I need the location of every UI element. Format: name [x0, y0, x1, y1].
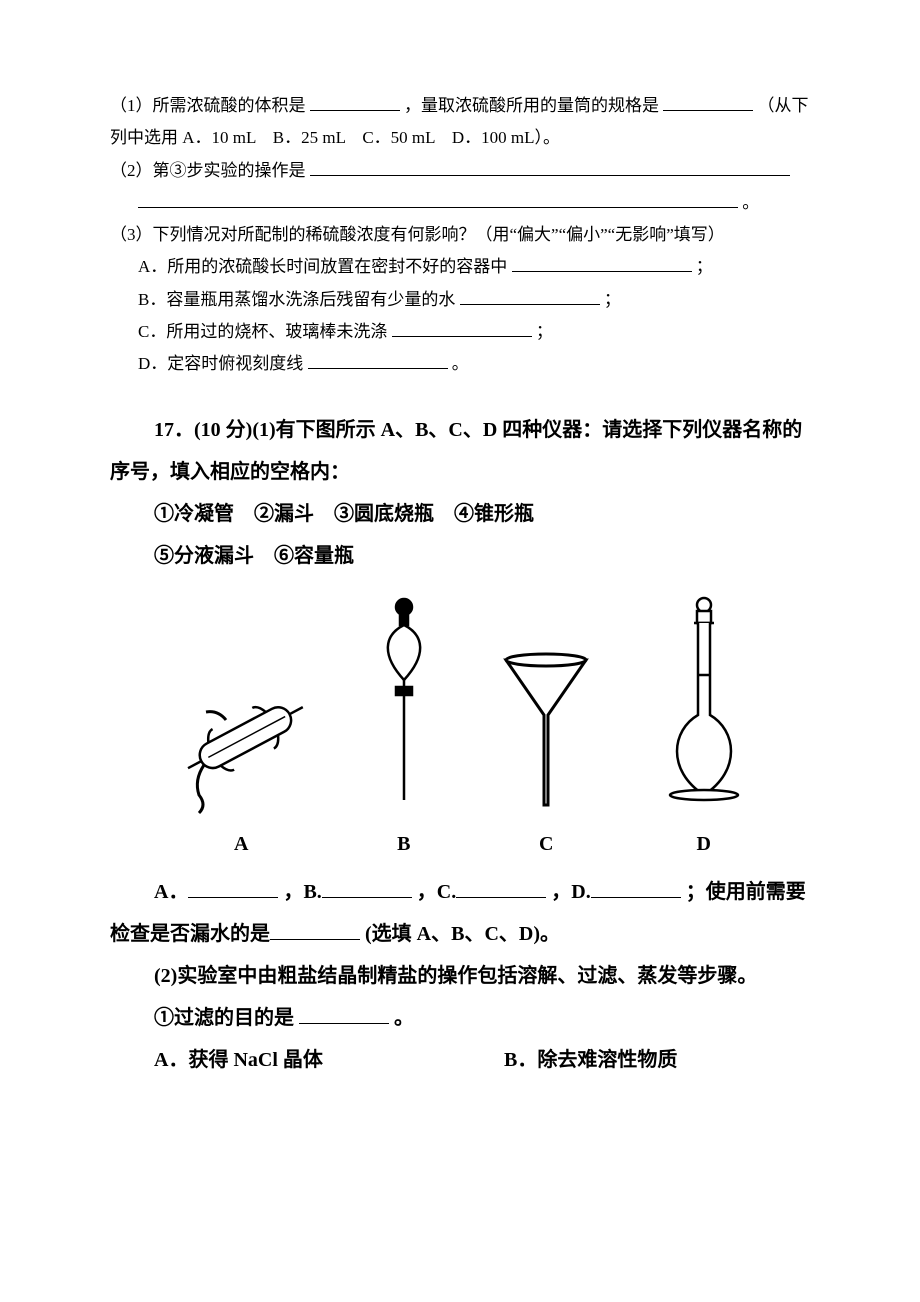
blank	[460, 285, 600, 305]
q16-p1a: （1）所需浓硫酸的体积是	[110, 96, 306, 115]
q16-opt-d: D．定容时俯视刻度线 。	[110, 348, 810, 380]
text: (选填 A、B、C、D)。	[365, 923, 560, 945]
blank	[322, 875, 412, 898]
text: ，B.	[283, 881, 321, 903]
apparatus-b: B	[369, 595, 439, 865]
choice-a: A．获得 NaCl 晶体	[110, 1039, 460, 1081]
apparatus-c: C	[491, 645, 601, 865]
choice-b: B．除去难溶性物质	[460, 1039, 810, 1081]
q16-opt-b: B．容量瓶用蒸馏水洗涤后残留有少量的水 ；	[110, 284, 810, 316]
q17-names1: ①冷凝管 ②漏斗 ③圆底烧瓶 ④锥形瓶	[110, 493, 810, 535]
label-d: D	[697, 823, 711, 865]
blank	[310, 156, 790, 176]
text: B．容量瓶用蒸馏水洗涤后残留有少量的水	[138, 290, 455, 309]
blank	[188, 875, 278, 898]
text: A．所用的浓硫酸长时间放置在密封不好的容器中	[138, 257, 507, 276]
text: ，D.	[551, 881, 590, 903]
q17: 17．(10 分)(1)有下图所示 A、B、C、D 四种仪器：请选择下列仪器名称…	[110, 409, 810, 1081]
text: ①过滤的目的是	[154, 1007, 294, 1029]
q16-opt-a: A．所用的浓硫酸长时间放置在密封不好的容器中 ；	[110, 251, 810, 283]
apparatus-row: A B C	[140, 595, 780, 865]
text: A．	[154, 881, 188, 903]
text: ；	[696, 257, 713, 276]
apparatus-a: A	[166, 665, 316, 865]
text: ；	[536, 322, 553, 341]
q17-part2: (2)实验室中由粗盐结晶制精盐的操作包括溶解、过滤、蒸发等步骤。	[110, 955, 810, 997]
text: C．所用过的烧杯、玻璃棒未洗涤	[138, 322, 387, 341]
funnel-icon	[491, 645, 601, 815]
q17-choices: A．获得 NaCl 晶体 B．除去难溶性物质	[110, 1039, 810, 1081]
blank	[512, 253, 692, 273]
blank	[392, 317, 532, 337]
q16-p1b: ，量取浓硫酸所用的量筒的规格是	[404, 96, 663, 115]
blank	[456, 875, 546, 898]
text: 。	[394, 1007, 414, 1029]
blank	[138, 188, 738, 208]
q16-part3: （3）下列情况对所配制的稀硫酸浓度有何影响？（用“偏大”“偏小”“无影响”填写）	[110, 219, 810, 251]
label-b: B	[397, 823, 410, 865]
q16-part2: （2）第③步实验的操作是	[110, 155, 810, 187]
blank	[310, 91, 400, 111]
q17-names2: ⑤分液漏斗 ⑥容量瓶	[110, 535, 810, 577]
apparatus-d: D	[654, 595, 754, 865]
q16-p2end: 。	[742, 193, 759, 212]
blank	[308, 350, 448, 370]
q17-sub1: ①过滤的目的是 。	[110, 997, 810, 1039]
q16-part2-line2: 。	[110, 187, 810, 219]
text: ；	[604, 290, 621, 309]
separating-funnel-icon	[369, 595, 439, 815]
q16-p3a: （3）下列情况对所配制的稀硫酸浓度有何影响？（用“偏大”“偏小”“无影响”填写）	[110, 225, 725, 244]
q16-part1: （1）所需浓硫酸的体积是 ，量取浓硫酸所用的量筒的规格是 （从下列中选用 A．1…	[110, 90, 810, 155]
text: ，C.	[417, 881, 456, 903]
blank	[299, 1001, 389, 1024]
q16-p2a: （2）第③步实验的操作是	[110, 161, 306, 180]
text: D．定容时俯视刻度线	[138, 354, 303, 373]
label-c: C	[539, 823, 553, 865]
q16-opt-c: C．所用过的烧杯、玻璃棒未洗涤 ；	[110, 316, 810, 348]
q17-head: 17．(10 分)(1)有下图所示 A、B、C、D 四种仪器：请选择下列仪器名称…	[110, 409, 810, 493]
blank	[270, 917, 360, 940]
blank	[663, 91, 753, 111]
q17-fill-line: A． ，B. ，C. ，D. ；使用前需要检查是否漏水的是 (选填 A、B、C、…	[110, 871, 810, 955]
condenser-icon	[166, 665, 316, 815]
text: 。	[452, 354, 469, 373]
volumetric-flask-icon	[654, 595, 754, 815]
blank	[591, 875, 681, 898]
label-a: A	[234, 823, 248, 865]
